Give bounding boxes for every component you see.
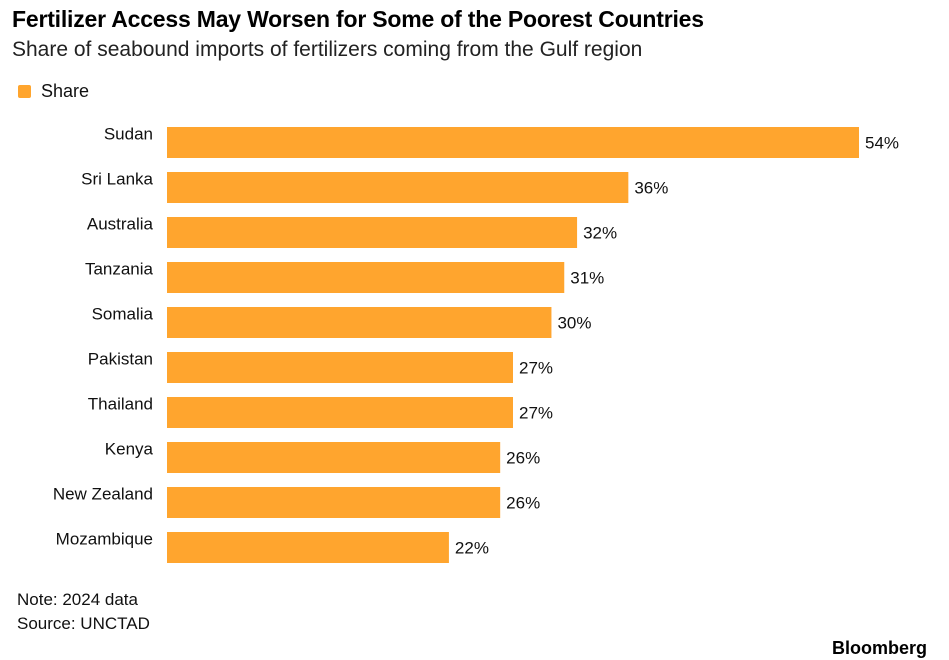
- data-label: 30%: [557, 314, 591, 333]
- bloomberg-logo: Bloomberg: [831, 638, 927, 658]
- data-label: 26%: [506, 494, 540, 513]
- data-label: 27%: [519, 404, 553, 423]
- bar: [167, 307, 552, 338]
- chart-title: Fertilizer Access May Worsen for Some of…: [12, 6, 704, 32]
- legend-swatch: [18, 85, 31, 98]
- category-label: Sudan: [104, 125, 153, 144]
- legend: Share: [18, 81, 89, 102]
- category-label: Somalia: [92, 305, 154, 324]
- bar-chart: Sudan 54% Sri Lanka 36% Australia 32% Tanzania…: [53, 125, 899, 563]
- data-label: 22%: [455, 539, 489, 558]
- bar: [167, 262, 565, 293]
- bar: [167, 487, 501, 518]
- bar: [167, 442, 501, 473]
- footnote: Note: 2024 data: [17, 590, 138, 609]
- bar: [167, 397, 513, 428]
- category-label: Sri Lanka: [81, 170, 153, 189]
- category-label: New Zealand: [53, 485, 153, 504]
- bar: [167, 172, 629, 203]
- source-note: Source: UNCTAD: [17, 614, 150, 633]
- data-label: 26%: [506, 449, 540, 468]
- category-label: Mozambique: [56, 530, 153, 549]
- bar: [167, 352, 513, 383]
- category-label: Australia: [87, 215, 154, 234]
- bar: [167, 127, 859, 158]
- legend-label: Share: [41, 81, 90, 101]
- category-label: Tanzania: [85, 260, 154, 279]
- data-label: 36%: [634, 179, 668, 198]
- data-label: 32%: [583, 224, 617, 243]
- data-label: 27%: [519, 359, 553, 378]
- category-label: Pakistan: [88, 350, 153, 369]
- bar: [167, 217, 578, 248]
- data-label: 31%: [570, 269, 604, 288]
- category-label: Kenya: [105, 440, 154, 459]
- category-label: Thailand: [88, 395, 153, 414]
- data-label: 54%: [865, 134, 899, 153]
- chart-subtitle: Share of seabound imports of fertilizers…: [12, 38, 643, 61]
- bar: [167, 532, 449, 563]
